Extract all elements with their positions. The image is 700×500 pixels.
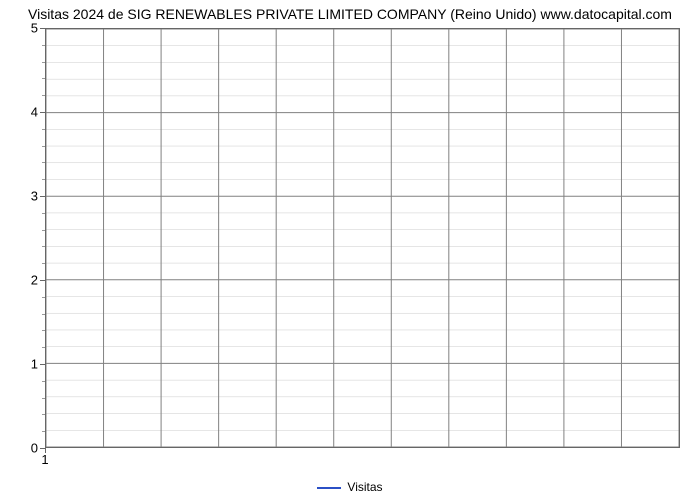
y-minor-tick-mark (42, 347, 45, 348)
x-tick-mark (45, 448, 46, 453)
y-minor-tick-mark (42, 146, 45, 147)
y-minor-tick-mark (42, 263, 45, 264)
y-minor-tick-mark (42, 129, 45, 130)
y-minor-tick-mark (42, 45, 45, 46)
y-minor-tick-mark (42, 62, 45, 63)
y-minor-tick-mark (42, 78, 45, 79)
y-minor-tick-mark (42, 398, 45, 399)
y-tick-mark (40, 364, 45, 365)
y-tick-label: 3 (8, 189, 38, 204)
legend-line (317, 487, 341, 489)
y-minor-tick-mark (42, 414, 45, 415)
chart-title: Visitas 2024 de SIG RENEWABLES PRIVATE L… (0, 6, 700, 22)
y-tick-label: 2 (8, 273, 38, 288)
y-tick-mark (40, 28, 45, 29)
y-minor-tick-mark (42, 381, 45, 382)
y-minor-tick-mark (42, 246, 45, 247)
y-minor-tick-mark (42, 162, 45, 163)
y-minor-tick-mark (42, 179, 45, 180)
y-tick-label: 4 (8, 105, 38, 120)
y-tick-label: 1 (8, 357, 38, 372)
y-minor-tick-mark (42, 297, 45, 298)
y-tick-label: 0 (8, 441, 38, 456)
y-tick-mark (40, 196, 45, 197)
x-tick-label: 1 (41, 452, 48, 467)
legend-label: Visitas (347, 480, 382, 494)
legend: Visitas (0, 480, 700, 494)
y-tick-mark (40, 280, 45, 281)
grid-svg (46, 29, 679, 447)
y-minor-tick-mark (42, 95, 45, 96)
y-minor-tick-mark (42, 314, 45, 315)
y-minor-tick-mark (42, 431, 45, 432)
y-minor-tick-mark (42, 230, 45, 231)
y-minor-tick-mark (42, 213, 45, 214)
plot-area (45, 28, 680, 448)
y-tick-label: 5 (8, 21, 38, 36)
y-tick-mark (40, 112, 45, 113)
y-minor-tick-mark (42, 330, 45, 331)
chart-container: Visitas 2024 de SIG RENEWABLES PRIVATE L… (0, 0, 700, 500)
